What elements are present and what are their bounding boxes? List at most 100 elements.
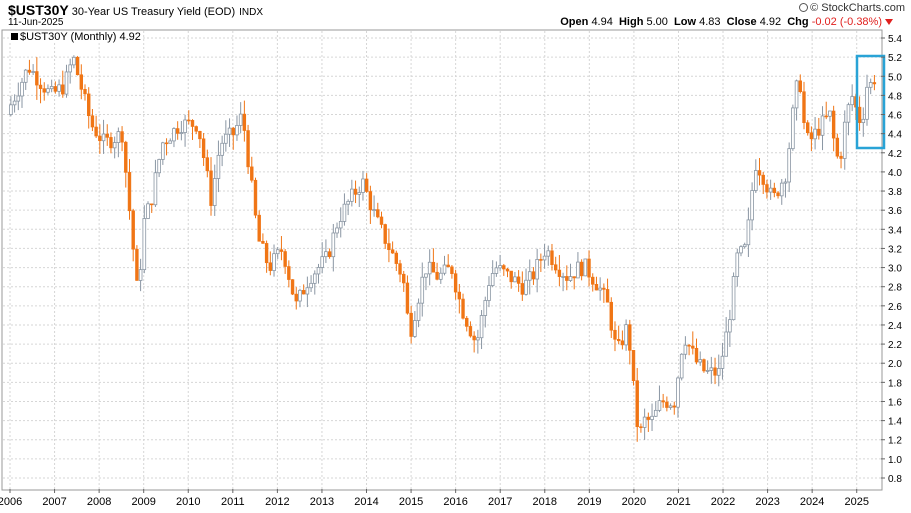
candle-body [187, 119, 191, 122]
candle-body [461, 298, 465, 319]
candle-body [438, 272, 443, 280]
candle-body [61, 84, 65, 95]
candle-body [824, 115, 828, 118]
candle-body [190, 120, 195, 127]
candle-body [298, 289, 302, 302]
candle-body [20, 81, 24, 97]
x-tick-label: 2025 [844, 496, 868, 508]
candle-body [361, 178, 365, 193]
candle-body [739, 246, 743, 254]
candle-body [275, 249, 280, 255]
candle-body [112, 142, 117, 149]
candle-body [16, 95, 21, 102]
candle-body [368, 191, 373, 211]
candle-body [568, 276, 573, 281]
candle-body [138, 269, 143, 281]
candle-body [376, 209, 380, 218]
candle-body [90, 115, 95, 128]
candle-body [324, 251, 328, 258]
y-tick-label: 3.4 [888, 225, 902, 236]
candle-body [791, 107, 795, 150]
candle-body [294, 293, 298, 302]
candle-body [776, 192, 780, 197]
y-tick-label: 4.2 [888, 149, 902, 160]
symbol: $UST30Y [8, 2, 69, 18]
candle-body [813, 128, 817, 140]
candle-body [320, 256, 325, 268]
candle-body [661, 400, 665, 403]
candle-body [420, 276, 425, 304]
candle-body [746, 219, 751, 246]
candle-body [835, 137, 840, 157]
candle-body [602, 287, 606, 290]
candle-body [657, 400, 662, 411]
candle-body [164, 142, 169, 145]
candle-body [831, 110, 836, 139]
candle-body [550, 250, 554, 266]
candle-body [235, 125, 239, 136]
candle-body [713, 367, 717, 376]
description: 30-Year US Treasury Yield (EOD) [71, 6, 236, 18]
y-tick-label: 2.6 [888, 302, 902, 313]
candle-body [290, 279, 295, 295]
candle-body [246, 130, 250, 168]
y-tick-label: 2.0 [888, 359, 902, 370]
candle-body [68, 64, 72, 73]
y-tick-label: 1.0 [888, 455, 902, 466]
candle-body [865, 86, 869, 120]
highlight-box [855, 54, 886, 150]
candle-body [591, 276, 595, 285]
x-tick-label: 2024 [800, 496, 824, 508]
y-tick-label: 1.8 [888, 378, 902, 389]
candle-body [757, 170, 762, 176]
candle-body [75, 57, 80, 76]
candle-body [524, 279, 528, 295]
candle-body [431, 261, 436, 273]
candle-body [120, 131, 124, 143]
candle-body [572, 276, 576, 279]
candle-body [172, 128, 176, 142]
candle-body [301, 290, 306, 295]
candle-body [761, 174, 765, 185]
x-tick-label: 2021 [666, 496, 690, 508]
candle-body [405, 282, 410, 314]
candle-body [805, 122, 810, 134]
candle-body [194, 126, 198, 132]
candle-body [272, 253, 276, 272]
chart-legend: $UST30Y (Monthly) 4.92 [9, 31, 143, 43]
candle-body [101, 133, 106, 142]
candle-body [387, 243, 391, 251]
candle-body [768, 187, 773, 193]
candle-body [175, 128, 180, 134]
candle-body [672, 405, 676, 408]
candle-body [750, 190, 754, 221]
candle-body [224, 133, 228, 144]
candle-body [338, 221, 343, 229]
candle-body [502, 265, 506, 270]
candle-body [509, 270, 513, 283]
candle-body [398, 263, 402, 275]
candle-body [668, 405, 673, 408]
candle-body [87, 93, 91, 117]
candle-body [201, 138, 206, 158]
candle-body [576, 261, 580, 279]
candle-body [42, 88, 46, 93]
candle-body [479, 315, 484, 339]
high-value: 5.00 [646, 16, 668, 28]
high-label: High [618, 16, 644, 28]
y-tick-label: 4.4 [888, 130, 902, 141]
candle-body [457, 291, 462, 300]
candle-body [264, 243, 269, 264]
candle-body [490, 273, 495, 286]
candle-body [628, 324, 632, 351]
candle-body [546, 250, 551, 257]
brand-label: © StockCharts.com [810, 2, 905, 14]
candle-body [9, 104, 13, 115]
candle-body [605, 289, 610, 303]
candle-body [498, 265, 502, 269]
down-arrow-icon [885, 19, 893, 25]
x-tick-label: 2009 [131, 496, 155, 508]
x-tick-label: 2012 [265, 496, 289, 508]
candle-body [820, 115, 825, 136]
candle-body [283, 251, 287, 267]
